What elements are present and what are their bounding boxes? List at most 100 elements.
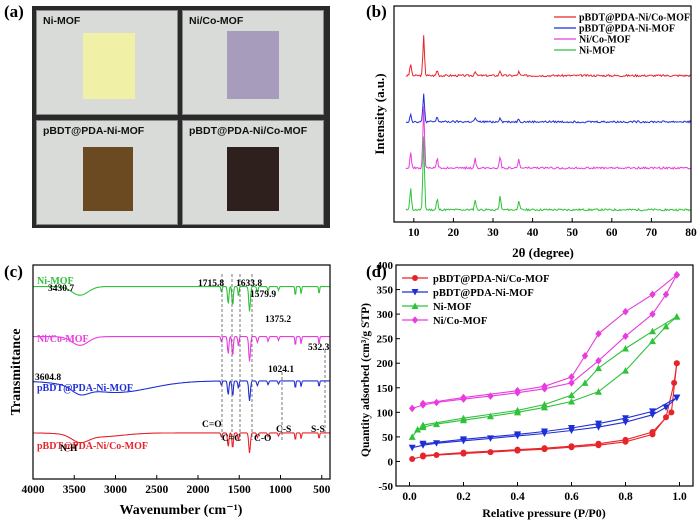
x-tick-label: 1500 (228, 484, 251, 496)
peak-label: 3604.8 (35, 373, 61, 383)
data-point-ni-mof (568, 391, 575, 399)
series-line-ni-mof-desorption (422, 316, 678, 426)
photo-tile-pbdt-nico-mof: pBDT@PDA-Ni/Co-MOF (182, 120, 324, 225)
y-tick-label: 300 (377, 309, 394, 321)
legend-label-pbdt-pda-ni-mof: pBDT@PDA-Ni-MOF (579, 24, 675, 35)
data-point-ni-co-mof (595, 356, 602, 365)
data-point-pbdt-pda-ni-co-mof (568, 443, 575, 450)
tile-label: pBDT@PDA-Ni/Co-MOF (189, 125, 308, 137)
data-point-ni-mof (541, 400, 548, 408)
sample-swatch (227, 147, 279, 211)
bond-label: C-S (276, 425, 291, 435)
series-line-pbdt-pda-ni-co-mof-desorption (422, 363, 678, 457)
y-tick-label: 400 (377, 262, 394, 272)
x-axis-label: Relative pressure (P/P0) (482, 506, 606, 520)
y-axis-label: Intensity (a.u.) (372, 73, 387, 154)
data-point-ni-mof (414, 426, 422, 433)
y-tick-label: 100 (377, 407, 394, 419)
x-tick-label: 70 (646, 227, 658, 239)
tile-label: Ni-MOF (43, 15, 81, 27)
data-point-ni-mof (581, 379, 589, 386)
data-point-ni-mof (622, 367, 629, 374)
photo-tile-ni-mof: Ni-MOF (36, 10, 178, 115)
data-point-ni-co-mof (433, 398, 440, 407)
y-tick-label: 150 (377, 383, 394, 395)
x-tick-label: 0.8 (618, 491, 633, 503)
peak-label: 3430.7 (48, 284, 74, 294)
series-label-pbdt-pda-ni-co-mof: pBDT@PDA-Ni/Co-MOF (37, 441, 148, 452)
data-point-ni-mof (649, 327, 656, 335)
y-tick-label: 200 (377, 358, 394, 370)
data-point-ni-co-mof (568, 373, 575, 381)
photo-tile-pbdt-ni-mof: pBDT@PDA-Ni-MOF (36, 120, 178, 225)
y-tick-label: 0 (388, 456, 394, 468)
x-tick-label: 0.0 (402, 491, 417, 503)
series-line-ni-co-mof (405, 106, 692, 171)
data-point-pbdt-pda-ni-mof (541, 428, 548, 435)
x-tick-label: 0.4 (510, 491, 525, 503)
data-point-pbdt-pda-ni-mof (649, 408, 656, 415)
data-point-ni-mof (673, 313, 681, 320)
peak-label: 532.3 (308, 343, 330, 353)
bond-label: S-S (311, 425, 325, 435)
data-point-ni-co-mof (595, 329, 602, 338)
series-line-pbdt-pda-ni-co-mof (405, 35, 692, 78)
y-tick-label: 250 (377, 334, 394, 346)
data-point-pbdt-pda-ni-mof (673, 394, 681, 402)
legend-label-ni-mof: Ni-MOF (579, 46, 616, 57)
plot-frame (393, 5, 692, 223)
data-point-ni-co-mof (541, 382, 548, 391)
data-point-ni-mof (568, 398, 575, 405)
panel-label-a: (a) (4, 2, 24, 21)
data-point-ni-co-mof (649, 290, 656, 299)
peak-label: 1715.8 (198, 279, 224, 289)
data-point-ni-co-mof (460, 393, 467, 402)
panel-label-c: (c) (4, 262, 23, 281)
data-point-pbdt-pda-ni-mof (622, 419, 629, 426)
legend-label-pbdt-pda-ni-co-mof: pBDT@PDA-Ni/Co-MOF (579, 13, 690, 24)
data-point-ni-co-mof (487, 392, 494, 400)
data-point-pbdt-pda-ni-co-mof (649, 428, 656, 435)
series-line-pbdt-pda-ni-mof (405, 93, 692, 124)
data-point-pbdt-pda-ni-co-mof (673, 360, 680, 367)
x-tick-label: 3500 (63, 484, 86, 496)
photo-tile-nico-mof: Ni/Co-MOF (182, 10, 324, 115)
data-point-ni-mof (662, 322, 670, 330)
data-point-ni-co-mof (409, 404, 416, 413)
legend-label-ni-mof: Ni-MOF (433, 302, 472, 313)
series-label-ni-mof: Ni-MOF (37, 276, 74, 287)
data-point-ni-co-mof (622, 332, 629, 341)
x-tick-label: 3000 (104, 484, 127, 496)
data-point-ni-co-mof (568, 379, 575, 387)
isotherm-chart: 0.0 0.2 0.4 0.6 0.8 1.0 -50 0 50 100 150 200 250 300 3… (360, 262, 694, 520)
peak-label: 1633.8 (236, 279, 262, 289)
series-line-ni-co-mof (33, 335, 330, 362)
sample-photos: Ni-MOF Ni/Co-MOF pBDT@PDA-Ni-MOF pBDT@PD… (32, 6, 330, 228)
x-tick-label: 500 (313, 484, 331, 496)
x-tick-label: 30 (487, 227, 499, 239)
x-tick-label: 0.2 (456, 491, 471, 503)
data-point-pbdt-pda-ni-mof (514, 431, 521, 438)
x-tick-label: 2000 (187, 484, 210, 496)
data-point-ni-mof (514, 406, 521, 414)
data-point-ni-mof (595, 364, 602, 372)
data-point-ni-co-mof (673, 271, 680, 279)
legend-label-pbdt-pda-ni-mof: pBDT@PDA-Ni-MOF (433, 288, 534, 299)
peak-label: 1375.2 (265, 315, 291, 325)
series-line-pbdt-pda-ni-mof (32, 380, 330, 401)
y-tick-label: 350 (377, 285, 394, 297)
series-label-ni-co-mof: Ni/Co-MOF (37, 334, 89, 345)
x-tick-label: 80 (685, 227, 697, 239)
bond-label: C=O (202, 420, 222, 430)
data-point-pbdt-pda-ni-co-mof (668, 409, 675, 416)
data-point-pbdt-pda-ni-co-mof (622, 436, 629, 443)
bond-label: C=C (222, 434, 241, 444)
series-label-pbdt-pda-ni-mof: pBDT@PDA-Ni-MOF (37, 383, 133, 394)
series-line-pbdt-pda-ni-co-mof-adsorption (412, 363, 678, 460)
x-tick-label: 4000 (22, 484, 45, 496)
data-point-pbdt-pda-ni-co-mof (460, 449, 467, 456)
data-point-ni-co-mof (419, 399, 427, 408)
legend-marker-ni-co-mof (411, 316, 419, 324)
legend-label-ni-co-mof: Ni/Co-MOF (579, 35, 631, 46)
legend-marker-pbdt-pda-ni-co-mof (412, 275, 418, 281)
